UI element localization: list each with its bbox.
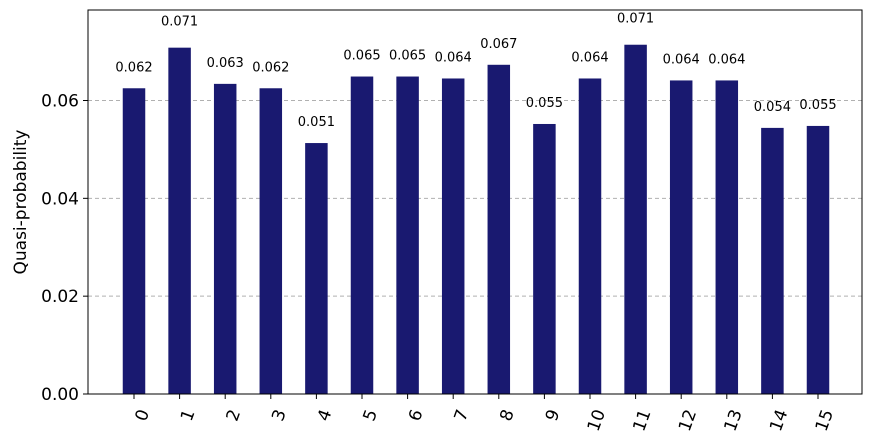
data-label-9: 0.055 (526, 96, 563, 111)
data-label-11: 0.071 (617, 12, 654, 27)
data-label-13: 0.064 (708, 52, 745, 67)
data-labels: 0.062 0.071 0.063 0.062 0.051 0.065 0.065 0.064… (115, 12, 836, 130)
bar-5 (350, 76, 374, 394)
x-tick-label-8: 8 (496, 407, 518, 424)
data-label-3: 0.062 (252, 60, 289, 75)
y-tick-label: 0.04 (41, 189, 79, 209)
data-label-6: 0.065 (389, 49, 426, 64)
x-tick-label-9: 9 (542, 407, 564, 424)
bar-11 (624, 44, 647, 395)
bar-3 (259, 88, 283, 394)
x-tick-label-11: 11 (629, 407, 655, 434)
data-label-15: 0.055 (799, 98, 836, 113)
x-tick-label-5: 5 (359, 407, 381, 424)
x-tick-label-6: 6 (405, 407, 427, 424)
bar-10 (578, 78, 602, 395)
data-label-10: 0.064 (571, 50, 608, 65)
x-tick-label-14: 14 (766, 407, 792, 434)
y-tick-label: 0.02 (41, 287, 79, 307)
data-label-12: 0.064 (663, 52, 700, 67)
data-label-14: 0.054 (754, 100, 791, 115)
bar-12 (669, 80, 693, 394)
data-label-8: 0.067 (480, 37, 517, 52)
data-label-4: 0.051 (298, 115, 335, 130)
x-tick-label-10: 10 (584, 407, 610, 434)
x-tick-label-0: 0 (131, 407, 153, 424)
bar-2 (213, 83, 237, 395)
bar-15 (806, 125, 830, 394)
x-tick-label-1: 1 (177, 407, 199, 424)
x-tick-label-2: 2 (223, 407, 245, 424)
bar-8 (487, 64, 511, 394)
plot-frame (87, 9, 863, 395)
y-tick-label: 0.06 (41, 91, 79, 111)
bars (122, 44, 830, 395)
data-label-5: 0.065 (343, 49, 380, 64)
data-label-7: 0.064 (435, 50, 472, 65)
x-tick-label-3: 3 (268, 407, 290, 424)
data-label-2: 0.063 (207, 56, 244, 71)
bar-4 (305, 143, 328, 394)
x-tick-label-4: 4 (314, 407, 336, 424)
data-label-0: 0.062 (115, 60, 152, 75)
bar-7 (441, 78, 465, 395)
bar-1 (168, 47, 191, 395)
y-tick-label: 0.00 (41, 385, 79, 405)
y-axis: 0.00 0.02 0.04 0.06 (41, 91, 88, 405)
bar-14 (761, 127, 784, 395)
x-tick-label-13: 13 (721, 407, 747, 434)
bar-13 (715, 80, 739, 394)
x-axis: 0 1 2 3 4 5 6 7 8 9 10 11 12 13 14 15 (131, 394, 838, 434)
x-tick-label-12: 12 (675, 407, 701, 434)
bar-0 (122, 88, 146, 394)
grid-lines (88, 99, 862, 297)
bar-9 (533, 123, 556, 394)
y-axis-label: Quasi-probability (11, 130, 31, 275)
data-label-1: 0.071 (161, 15, 198, 30)
x-tick-label-15: 15 (812, 407, 838, 434)
bar-6 (396, 76, 419, 394)
x-tick-label-7: 7 (451, 407, 473, 424)
